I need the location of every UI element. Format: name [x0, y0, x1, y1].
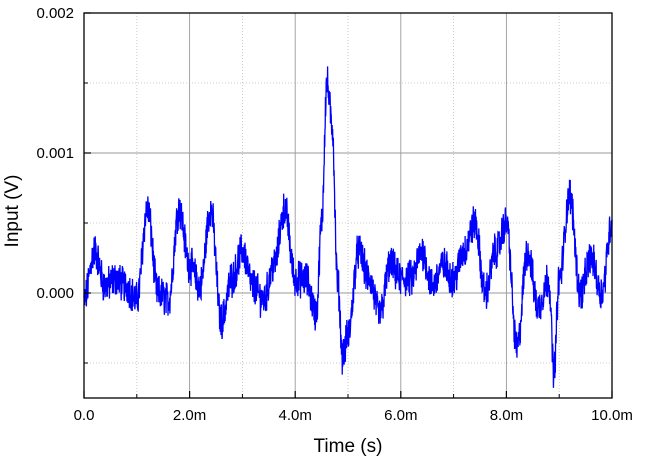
x-tick-label: 4.0m — [279, 407, 312, 424]
series-line — [83, 66, 613, 388]
y-tick-label: 0.000 — [36, 285, 74, 302]
x-tick-label: 0.0 — [74, 407, 95, 424]
grid-lines — [84, 13, 612, 398]
x-axis: 0.0 2.0m 4.0m 6.0m 8.0m 10.0m — [74, 391, 633, 424]
x-tick-label: 6.0m — [384, 407, 417, 424]
x-tick-label: 10.0m — [591, 407, 633, 424]
x-tick-label: 2.0m — [173, 407, 206, 424]
y-axis: 0.000 0.001 0.002 — [36, 5, 91, 364]
y-axis-title: Input (V) — [2, 175, 23, 248]
x-axis-title: Time (s) — [314, 436, 383, 457]
x-tick-label: 8.0m — [490, 407, 523, 424]
y-tick-label: 0.002 — [36, 5, 74, 22]
y-tick-label: 0.001 — [36, 145, 74, 162]
